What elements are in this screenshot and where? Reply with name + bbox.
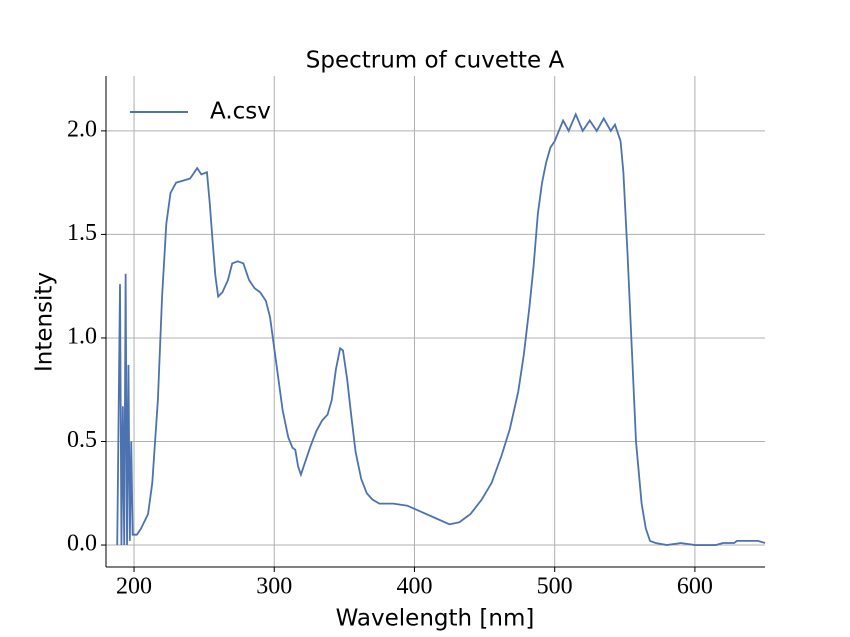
x-tick-label: 200	[116, 574, 152, 600]
x-tick-label: 300	[256, 574, 292, 600]
x-tick-label: 400	[396, 574, 432, 600]
y-tick-label: 0.5	[67, 427, 97, 453]
y-tick-label: 2.0	[67, 116, 97, 142]
y-tick-label: 0.0	[67, 531, 97, 557]
x-tick-label: 600	[677, 574, 713, 600]
y-tick-label: 1.5	[67, 220, 97, 246]
legend-label: A.csv	[210, 99, 271, 125]
x-tick-label: 500	[537, 574, 573, 600]
y-axis-label: Intensity	[32, 272, 58, 372]
y-tick-label: 1.0	[67, 323, 97, 349]
chart-title: Spectrum of cuvette A	[306, 48, 565, 74]
data-line	[116, 112, 766, 546]
x-axis-label: Wavelength [nm]	[336, 606, 535, 632]
